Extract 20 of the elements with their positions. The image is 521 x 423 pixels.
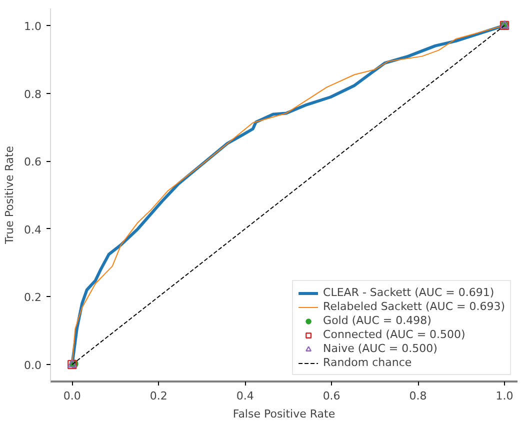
x-tick-label: 0.0	[63, 390, 81, 402]
x-tick-label: 0.6	[322, 390, 340, 402]
legend-label: Connected (AUC = 0.500)	[323, 328, 466, 341]
y-tick-label: 0.2	[24, 291, 42, 304]
x-tick-label: 0.2	[150, 390, 168, 402]
x-axis-title: False Positive Rate	[232, 408, 336, 420]
legend-label: CLEAR - Sackett (AUC = 0.691)	[323, 286, 494, 299]
y-tick-label: 1.0	[24, 20, 42, 33]
legend-label: Gold (AUC = 0.498)	[323, 314, 432, 327]
legend-label: Relabeled Sackett (AUC = 0.693)	[323, 300, 505, 313]
y-tick-label: 0.4	[24, 223, 42, 236]
y-tick-label: 0.0	[24, 359, 42, 372]
legend-label: Naive (AUC = 0.500)	[323, 342, 438, 355]
x-tick-label: 0.4	[236, 390, 254, 402]
y-tick-label: 0.6	[24, 156, 42, 169]
x-tick-label: 0.8	[409, 390, 427, 402]
legend-label: Random chance	[323, 356, 412, 369]
x-tick-label: 1.0	[496, 390, 514, 402]
y-tick-label: 0.8	[24, 88, 42, 101]
y-axis-title: True Positive Rate	[3, 146, 16, 245]
